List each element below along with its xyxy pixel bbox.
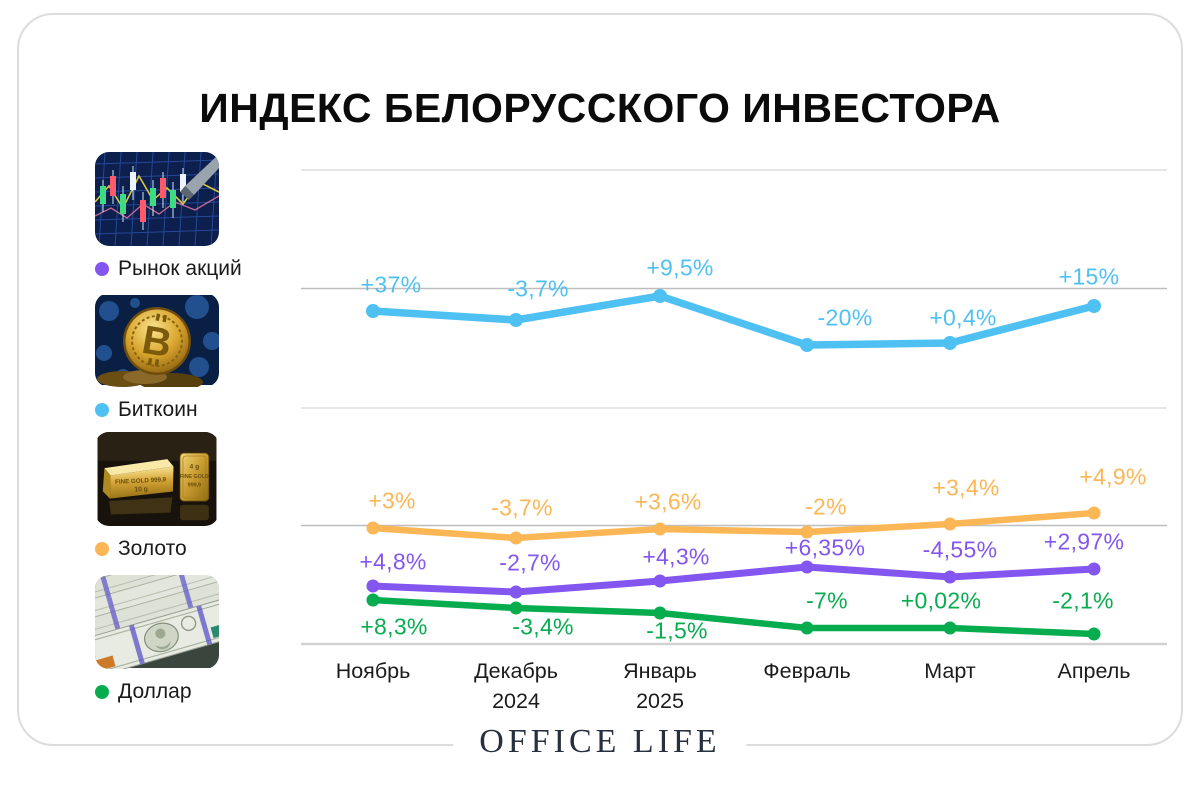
data-point [653, 522, 667, 536]
stock-market-photo [95, 152, 219, 246]
data-point [943, 621, 957, 635]
data-label: +6,35% [784, 534, 866, 561]
legend-caption-bitcoin: Биткоин [95, 398, 245, 422]
series-line-Рынок акций [369, 563, 1098, 596]
data-point [509, 585, 523, 599]
data-point [366, 304, 380, 318]
bitcoin-photo: B [95, 295, 219, 387]
data-label: -2,1% [1052, 587, 1114, 614]
data-label: -3,4% [512, 613, 574, 640]
legend-label: Биткоин [118, 398, 198, 421]
dollar-bills-photo [95, 575, 219, 669]
data-label: +4,9% [1079, 463, 1147, 490]
data-label: -3,7% [491, 494, 553, 521]
data-point [1087, 299, 1101, 313]
data-label: +8,3% [360, 613, 428, 640]
x-tick-label: Декабрь 2024 [474, 659, 558, 713]
data-label: -1,5% [646, 617, 708, 644]
data-point [1087, 562, 1101, 576]
stock-market-photo [95, 152, 219, 246]
data-point [800, 525, 814, 539]
svg-text:999,9: 999,9 [188, 483, 201, 489]
legend-label: Рынок акций [118, 257, 242, 280]
legend-item-bitcoin: B Биткоин [95, 293, 245, 422]
series-line-Биткоин [369, 292, 1098, 349]
data-label: -7% [806, 587, 848, 614]
data-label: +9,5% [646, 254, 714, 281]
office-life-logo: OFFICE LIFE [453, 723, 747, 761]
legend-caption-gold: Золото [95, 537, 245, 561]
data-point [943, 517, 957, 531]
data-point [800, 338, 814, 352]
data-point [653, 574, 667, 588]
data-point [653, 606, 667, 620]
data-label: +3,4% [932, 474, 1000, 501]
svg-text:FINE GOLD 999,9: FINE GOLD 999,9 [115, 476, 167, 486]
x-tick-label: Февраль [763, 659, 851, 683]
gold-bars-photo: FINE GOLD 999,9 10 g 4 g FINE GOLD 999,9 [97, 432, 217, 526]
data-label: +3% [368, 487, 416, 514]
data-label: +2,97% [1043, 528, 1125, 555]
series-line-Доллар [369, 596, 1098, 638]
legend-item-gold: FINE GOLD 999,9 10 g 4 g FINE GOLD 999,9… [95, 432, 245, 561]
x-tick-label: Ноябрь [335, 659, 411, 683]
legend-dot-bitcoin [95, 403, 109, 417]
legend-item-dollar: Доллар [95, 575, 245, 704]
data-label: +15% [1058, 263, 1120, 290]
data-point [366, 593, 380, 607]
x-tick-label: Январь 2025 [623, 659, 697, 713]
dollar-bills-photo [95, 575, 219, 669]
data-label: +3,6% [634, 488, 702, 515]
data-point [800, 560, 814, 574]
data-point [1087, 506, 1101, 520]
data-label: -3,7% [507, 275, 569, 302]
data-point [943, 570, 957, 584]
series-line-Золото [369, 509, 1098, 542]
data-point [509, 601, 523, 615]
svg-text:4 g: 4 g [190, 463, 200, 470]
x-tick-label: Март [924, 659, 976, 683]
x-tick-label: Апрель [1057, 659, 1131, 683]
legend-item-stocks: Рынок акций [95, 152, 245, 281]
data-label: +4,8% [359, 548, 427, 575]
svg-text:FINE GOLD: FINE GOLD [180, 474, 209, 480]
data-label: +4,3% [642, 543, 710, 570]
data-label: +37% [360, 271, 422, 298]
legend-dot-gold [95, 542, 109, 556]
gold-bars-photo: FINE GOLD 999,9 10 g 4 g FINE GOLD 999,9 [95, 432, 219, 526]
page-title: ИНДЕКС БЕЛОРУССКОГО ИНВЕСТОРА [199, 85, 1001, 132]
legend-label: Золото [118, 537, 187, 560]
bitcoin-photo: B [95, 293, 219, 387]
data-label: -4,55% [922, 536, 998, 563]
data-label: -20% [817, 304, 873, 331]
data-point [800, 621, 814, 635]
data-label: +0,4% [929, 304, 997, 331]
data-point [366, 521, 380, 535]
data-point [943, 336, 957, 350]
data-point [1087, 627, 1101, 641]
data-label: -2% [805, 493, 847, 520]
data-point [509, 313, 523, 327]
data-point [509, 531, 523, 545]
legend-label: Доллар [118, 680, 192, 703]
data-point [366, 579, 380, 593]
data-label: -2,7% [499, 549, 561, 576]
data-label: +0,02% [900, 587, 982, 614]
svg-text:10 g: 10 g [134, 486, 148, 494]
legend-dot-stocks [95, 262, 109, 276]
legend-caption-stocks: Рынок акций [95, 257, 245, 281]
legend-caption-dollar: Доллар [95, 680, 245, 704]
legend-dot-dollar [95, 685, 109, 699]
data-point [653, 289, 667, 303]
